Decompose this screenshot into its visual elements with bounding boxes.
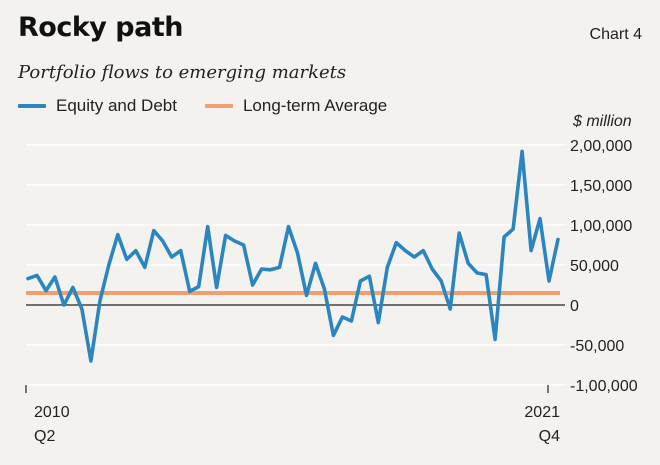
- grid: [26, 144, 565, 386]
- axes: [25, 304, 565, 393]
- series-line-equity-and-debt: [26, 149, 560, 363]
- chart-number: Chart 4: [589, 26, 642, 43]
- x-label-end-year: 2021: [524, 404, 560, 421]
- chart-title: Rocky path: [18, 12, 183, 43]
- y-tick-label: 1,00,000: [570, 218, 632, 235]
- y-tick-label: -1,00,000: [570, 378, 638, 395]
- y-tick-label: 2,00,000: [570, 138, 632, 155]
- x-label-end-quarter: Q4: [539, 428, 560, 445]
- legend-label-equity-debt: Equity and Debt: [56, 96, 177, 115]
- y-tick-label: 50,000: [570, 258, 619, 275]
- x-label-start-quarter: Q2: [34, 428, 55, 445]
- series: [26, 149, 560, 363]
- labels: -1,00,000 -50,000 0 50,000 1,00,000 1,50,000 2…: [34, 113, 638, 445]
- legend-item-long-term-average: Long-term Average: [204, 96, 388, 116]
- x-label-start-year: 2010: [34, 404, 70, 421]
- y-tick-label: 0: [570, 298, 579, 315]
- legend-swatch-long-term-average: [204, 104, 233, 108]
- legend: Equity and Debt Long-term Average: [18, 96, 415, 116]
- chart-subtitle: Portfolio flows to emerging markets: [18, 62, 347, 83]
- y-unit-label: $ million: [572, 113, 632, 130]
- y-tick-label: -50,000: [570, 338, 624, 355]
- legend-item-equity-debt: Equity and Debt: [18, 96, 177, 116]
- y-tick-label: 1,50,000: [570, 178, 632, 195]
- legend-label-long-term-average: Long-term Average: [242, 96, 388, 115]
- legend-swatch-equity-debt: [18, 104, 46, 108]
